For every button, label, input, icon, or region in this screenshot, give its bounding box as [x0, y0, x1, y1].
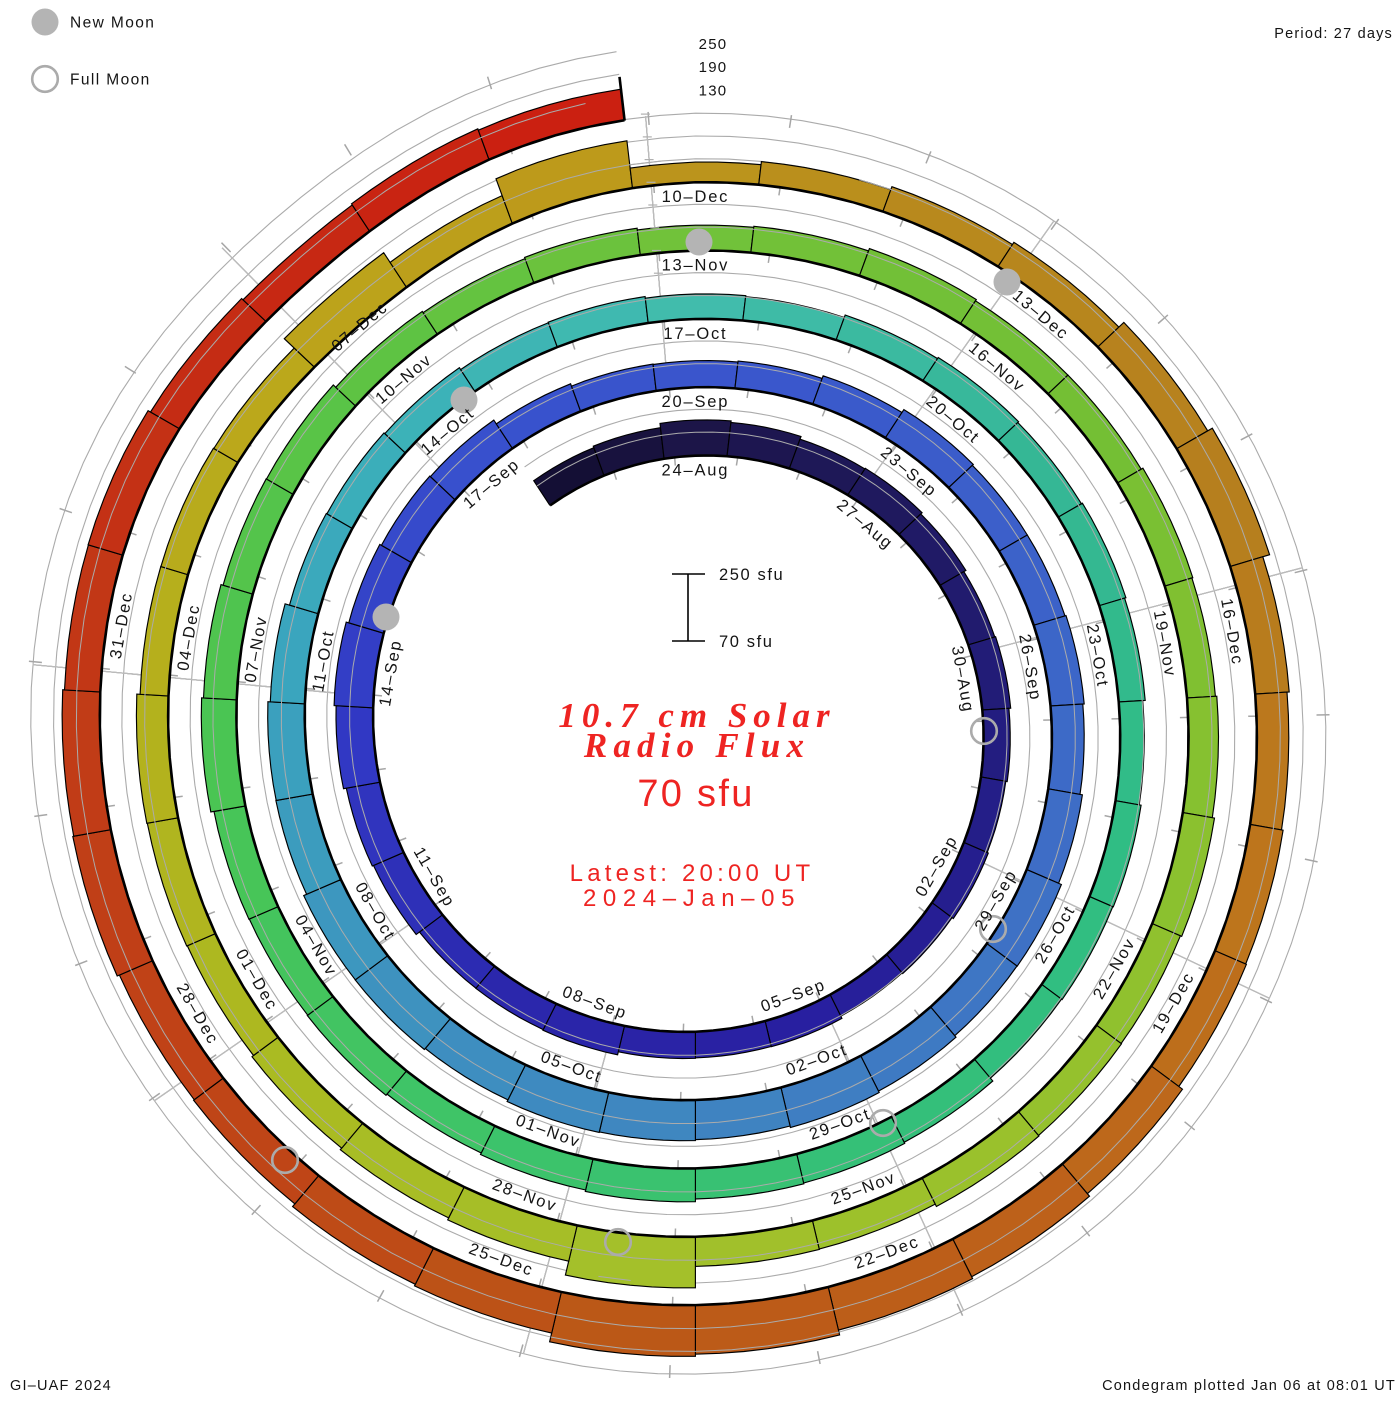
svg-text:2024–Jan–05: 2024–Jan–05	[583, 885, 801, 912]
svg-text:17–Oct: 17–Oct	[663, 325, 727, 343]
svg-text:Full Moon: Full Moon	[70, 72, 151, 89]
svg-text:Radio Flux: Radio Flux	[583, 726, 810, 765]
svg-text:20–Sep: 20–Sep	[662, 393, 730, 411]
svg-text:10–Dec: 10–Dec	[662, 188, 730, 206]
svg-text:250: 250	[699, 36, 728, 53]
svg-text:Condegram plotted Jan 06 at 08: Condegram plotted Jan 06 at 08:01 UT	[1102, 1378, 1396, 1394]
svg-text:130: 130	[699, 83, 728, 100]
svg-text:70 sfu: 70 sfu	[637, 773, 754, 815]
svg-text:New Moon: New Moon	[70, 15, 155, 32]
svg-text:24–Aug: 24–Aug	[662, 462, 730, 480]
svg-text:190: 190	[699, 59, 728, 76]
svg-text:GI–UAF 2024: GI–UAF 2024	[10, 1378, 112, 1394]
svg-text:70 sfu: 70 sfu	[719, 633, 774, 651]
svg-text:Latest: 20:00 UT: Latest: 20:00 UT	[570, 860, 815, 887]
svg-text:13–Nov: 13–Nov	[662, 256, 730, 274]
svg-text:Period: 27 days: Period: 27 days	[1274, 26, 1393, 42]
svg-text:250 sfu: 250 sfu	[719, 566, 784, 584]
